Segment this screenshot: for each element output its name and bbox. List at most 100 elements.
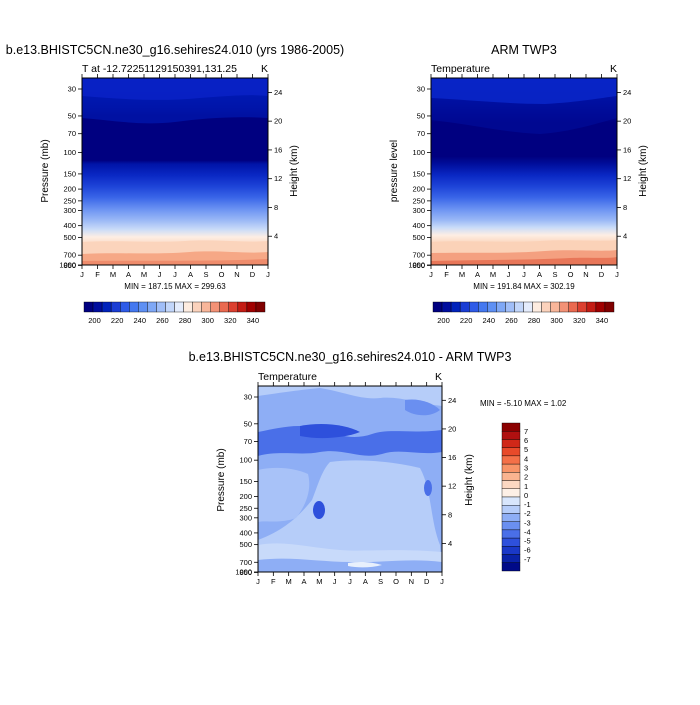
colorbar-label: 280 bbox=[179, 316, 192, 325]
colorbar-swatch bbox=[156, 301, 166, 313]
x-tick-label: J bbox=[158, 270, 162, 279]
colorbar-swatch bbox=[174, 301, 184, 313]
y-tick-label: 150 bbox=[63, 169, 76, 178]
colorbar-label: -1 bbox=[524, 500, 531, 509]
x-tick-label: J bbox=[348, 577, 352, 586]
colorbar-swatch bbox=[501, 546, 521, 555]
y-tick-right-label: 16 bbox=[448, 453, 456, 462]
x-tick-label: M bbox=[286, 577, 292, 586]
y-tick-right-label: 20 bbox=[623, 117, 631, 126]
colorbar-swatch bbox=[501, 537, 521, 547]
y-tick-label: 250 bbox=[412, 196, 425, 205]
colorbar-label: 300 bbox=[201, 316, 214, 325]
colorbar-swatch bbox=[501, 496, 521, 506]
colorbar-label: 1 bbox=[524, 482, 528, 491]
colorbar-swatch bbox=[501, 562, 521, 572]
x-tick-label: A bbox=[126, 270, 131, 279]
panel-obs-subtitle: Temperature bbox=[431, 63, 490, 75]
colorbar-swatch bbox=[577, 301, 588, 313]
x-tick-label: J bbox=[80, 270, 84, 279]
y-tick-label: 50 bbox=[244, 419, 252, 428]
y-tick-label: 70 bbox=[68, 129, 76, 138]
x-tick-label: M bbox=[141, 270, 147, 279]
colorbar-label: 220 bbox=[460, 316, 473, 325]
y-tick-label: 300 bbox=[412, 206, 425, 215]
colorbar-swatch bbox=[441, 301, 452, 313]
y-tick-label: 50 bbox=[417, 111, 425, 120]
colorbar-label: 6 bbox=[524, 436, 528, 445]
colorbar-swatch bbox=[501, 529, 521, 539]
colorbar-label: 320 bbox=[573, 316, 586, 325]
colorbar-swatch bbox=[501, 431, 521, 440]
y-tick-right-label: 4 bbox=[623, 232, 627, 241]
x-tick-label: M bbox=[490, 270, 496, 279]
colorbar-label: 260 bbox=[505, 316, 518, 325]
x-tick-label: S bbox=[378, 577, 383, 586]
panel-model-subtitle: T at -12.72251129150391,131.25 bbox=[82, 63, 237, 75]
y-tick-label: 250 bbox=[239, 504, 252, 513]
y-tick-label: 100 bbox=[63, 148, 76, 157]
x-tick-label: J bbox=[333, 577, 337, 586]
x-tick-label: J bbox=[429, 270, 433, 279]
x-tick-label: A bbox=[537, 270, 542, 279]
colorbar-swatch bbox=[501, 505, 521, 514]
colorbar-swatch bbox=[523, 301, 533, 313]
y-tick-label: 70 bbox=[244, 437, 252, 446]
x-tick-label: A bbox=[301, 577, 306, 586]
panel-obs-title: ARM TWP3 bbox=[491, 43, 557, 57]
y-tick-label: 200 bbox=[63, 185, 76, 194]
colorbar-swatch bbox=[514, 301, 524, 313]
y-tick-right-label: 4 bbox=[274, 232, 278, 241]
y-tick-label: 100 bbox=[412, 148, 425, 157]
x-tick-label: A bbox=[475, 270, 480, 279]
x-tick-label: S bbox=[552, 270, 557, 279]
x-tick-label: J bbox=[615, 270, 619, 279]
colorbar-label: 220 bbox=[111, 316, 124, 325]
colorbar-label: 340 bbox=[247, 316, 260, 325]
colorbar-swatch bbox=[501, 463, 521, 473]
colorbar-swatch bbox=[501, 439, 521, 448]
y-tick-label: 30 bbox=[417, 85, 425, 94]
x-tick-label: N bbox=[234, 270, 239, 279]
panel-model-colorbar: 200 220 240 260 280 300 320 340 bbox=[83, 301, 266, 325]
panel-obs-colorbar: 200 220 240 260 280 300 320 340 bbox=[432, 301, 615, 325]
y-tick-right-label: 16 bbox=[274, 145, 282, 154]
colorbar-swatch bbox=[183, 301, 193, 313]
colorbar-label: 260 bbox=[156, 316, 169, 325]
y-tick-label: 850 bbox=[63, 261, 76, 270]
colorbar-swatch bbox=[501, 513, 521, 522]
colorbar-swatch bbox=[219, 301, 230, 313]
colorbar-swatch bbox=[501, 488, 521, 498]
y-tick-right-label: 24 bbox=[623, 88, 631, 97]
x-tick-label: J bbox=[440, 577, 444, 586]
y-tick-label: 1000 bbox=[408, 261, 425, 270]
y-tick-label: 70 bbox=[417, 129, 425, 138]
y-tick-label: 850 bbox=[412, 261, 425, 270]
y-tick-right-label: 8 bbox=[448, 510, 452, 519]
y-tick-right-label: 24 bbox=[274, 88, 282, 97]
colorbar-swatch bbox=[92, 301, 103, 313]
colorbar-swatch bbox=[559, 301, 569, 313]
colorbar-swatch bbox=[501, 422, 521, 432]
colorbar-label: -4 bbox=[524, 527, 531, 536]
colorbar-label: -7 bbox=[524, 555, 531, 564]
x-tick-label: D bbox=[424, 577, 430, 586]
y-tick-label: 150 bbox=[239, 477, 252, 486]
x-tick-label: M bbox=[316, 577, 322, 586]
colorbar-swatch bbox=[138, 301, 148, 313]
x-tick-label: J bbox=[507, 270, 511, 279]
colorbar-label: 240 bbox=[483, 316, 496, 325]
panel-model-ylabel-right: Height (km) bbox=[289, 145, 300, 197]
colorbar-swatch bbox=[201, 301, 211, 313]
colorbar-label: 320 bbox=[224, 316, 237, 325]
y-tick-label: 700 bbox=[239, 558, 252, 567]
colorbar-swatch bbox=[501, 455, 521, 465]
colorbar-swatch bbox=[246, 301, 257, 313]
colorbar-swatch bbox=[255, 301, 266, 313]
panel-model-field bbox=[82, 78, 268, 265]
colorbar-swatch bbox=[501, 472, 521, 481]
colorbar-swatch bbox=[147, 301, 157, 313]
x-tick-label: D bbox=[250, 270, 256, 279]
